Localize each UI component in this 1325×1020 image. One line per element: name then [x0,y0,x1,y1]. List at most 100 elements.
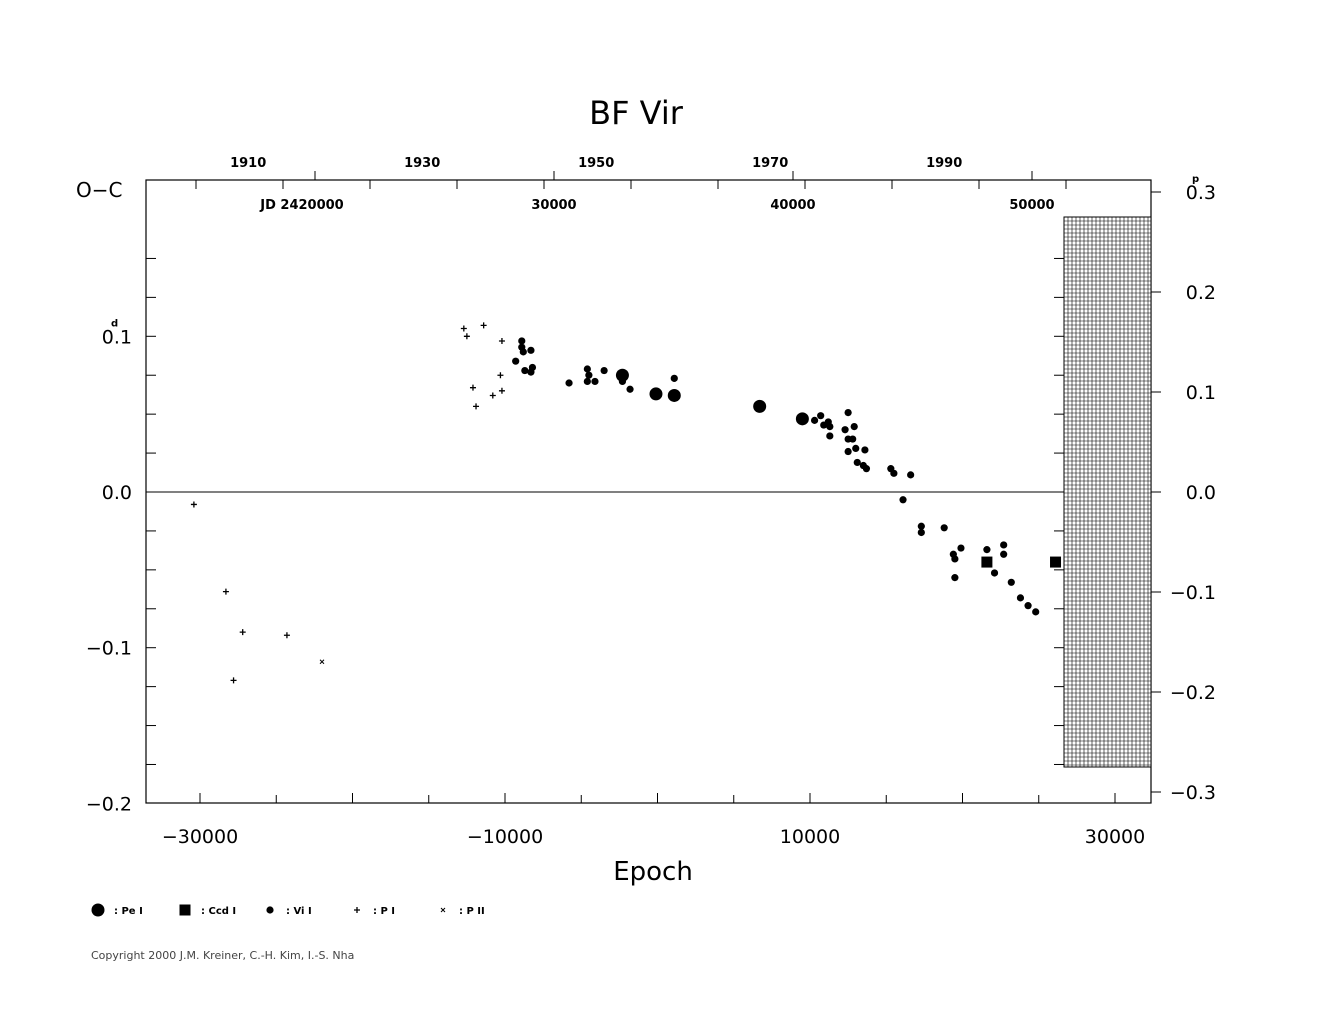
point-vi-i [1007,578,1015,586]
top-jd-label: 30000 [531,198,576,213]
point-p-i [463,333,470,340]
point-vi-i [670,374,678,382]
point-p-i [498,387,505,394]
legend-symbol-big-dot [91,903,105,917]
y-tick-labels: 0.1 0.0 −0.1 −0.2 d [86,318,132,815]
point-vi-i [565,379,573,387]
point-vi-i [907,471,915,479]
top-year-label: 1970 [752,156,788,171]
point-p-i [283,632,290,639]
point-p-i [460,325,467,332]
point-vi-i [844,447,852,456]
point-vi-i [957,544,965,552]
point-vi-i [861,446,869,454]
x-tick-label: −30000 [162,826,238,848]
y-tick-label: 0.1 [102,326,132,348]
point-vi-i [850,423,858,431]
point-pe-i [667,388,681,402]
top-jd-label: 50000 [1009,198,1054,213]
point-vi-i [853,458,861,467]
y2-tick-label: 0.2 [1186,282,1216,304]
point-p-i [473,403,480,410]
legend-symbol-plus [354,907,360,913]
point-p-i [190,501,197,508]
point-vi-i [951,574,959,582]
point-vi-i [1000,550,1008,558]
point-ccd-i [1050,556,1062,568]
point-p-i [497,372,504,379]
point-vi-i [844,408,852,417]
x-tick-label: −10000 [467,826,543,848]
legend-symbol-cross [440,907,446,913]
point-vi-i [583,377,591,386]
point-pe-i [649,387,663,401]
point-vi-i [626,385,634,393]
point-vi-i [600,366,608,375]
top-year-label: 1990 [926,156,962,171]
point-vi-i [890,469,898,477]
y-tick-label: −0.1 [86,638,132,660]
legend-label: : P II [459,906,485,917]
point-vi-i [1016,594,1025,602]
point-pe-i [753,399,767,413]
point-vi-i [519,348,527,356]
legend-label: : P I [373,906,395,917]
point-p-i [469,384,476,391]
point-vi-i [990,569,999,577]
y-tick-label: −0.2 [86,793,132,815]
legend-symbol-square [179,904,191,916]
point-vi-i [862,465,871,473]
y2-tick-label: −0.3 [1170,782,1216,804]
y2-tick-label: 0.0 [1186,482,1216,504]
point-vi-i [528,363,537,372]
legend: : Pe I: Ccd I: Vi I: P I: P II [91,903,485,917]
point-vi-i [951,555,959,563]
y2-tick-label: −0.1 [1170,582,1216,604]
point-vi-i [1000,541,1008,549]
point-vi-i [917,528,925,537]
point-p-i [489,392,496,399]
x-tick-labels: −30000 −10000 10000 30000 [162,826,1145,848]
chart-title: BF Vir [589,94,684,132]
point-p-ii [319,659,325,665]
legend-label: : Vi I [286,906,312,917]
top-year-label: 1930 [404,156,440,171]
point-p-i [222,588,229,595]
point-vi-i [849,435,857,443]
point-vi-i [518,337,526,345]
point-pe-i [615,368,629,382]
future-region [1063,216,1152,768]
point-vi-i [940,524,948,532]
top-year-label: 1910 [230,156,266,171]
top-tick-labels: 1910 1930 1950 1970 1990 JD 2420000 30000 40000… [230,156,1055,213]
legend-symbol-dot [266,906,274,914]
point-vi-i [810,416,819,424]
point-pe-i [795,412,809,426]
data-points [190,322,1062,684]
point-ccd-i [981,556,993,568]
y2-tick-label: 0.3 [1186,182,1216,204]
x-axis-label: Epoch [613,857,693,887]
point-vi-i [917,522,925,530]
point-vi-i [512,357,520,365]
point-vi-i [585,371,593,379]
y-tick-label: 0.0 [102,482,132,504]
point-vi-i [1024,602,1032,610]
y2-tick-label: −0.2 [1170,682,1216,704]
point-p-i [230,677,237,684]
hatch-box [1063,216,1152,768]
point-vi-i [591,377,599,386]
point-vi-i [852,444,860,453]
y-unit-mark: d [111,318,118,329]
axis-ticks [146,171,1161,803]
legend-label: : Pe I [114,906,143,917]
y2-tick-label: 0.1 [1186,382,1216,404]
point-p-i [480,322,487,329]
point-vi-i [1032,608,1040,616]
point-vi-i [817,412,825,420]
point-vi-i [583,365,591,373]
point-vi-i [521,366,529,375]
point-vi-i [983,546,991,554]
y2-unit-mark: p [1192,174,1199,185]
